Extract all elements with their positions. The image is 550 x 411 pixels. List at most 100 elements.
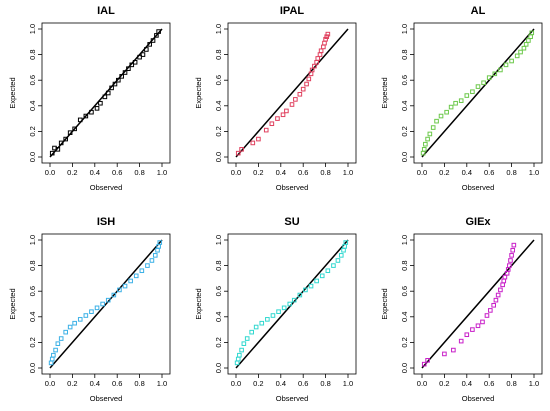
data-point	[105, 90, 111, 96]
data-point	[287, 301, 293, 307]
y-tick-label: 0.0	[400, 152, 409, 162]
data-point	[514, 53, 520, 59]
data-point	[425, 358, 430, 363]
x-tick-label: 0.6	[112, 379, 122, 388]
x-axis: 0.0 0.2 0.4 0.6 0.8 1.0	[417, 163, 539, 177]
data-point	[470, 89, 475, 95]
data-point	[503, 62, 509, 68]
x-tick-label: 1.0	[157, 168, 167, 177]
data-point	[284, 108, 289, 114]
data-point	[256, 136, 261, 142]
x-tick-label: 0.0	[417, 379, 427, 388]
data-point	[486, 75, 492, 80]
y-axis: 0.0 0.2 0.4 0.6 0.8 1.0	[28, 235, 42, 373]
data-point	[297, 91, 303, 97]
reference-line	[421, 28, 535, 158]
data-point	[303, 287, 308, 293]
x-tick-label: 0.8	[506, 168, 516, 177]
y-tick-label: 0.4	[28, 312, 37, 322]
data-point	[83, 313, 89, 318]
data-point	[48, 360, 54, 366]
reference-line	[235, 28, 349, 158]
data-point	[139, 268, 145, 274]
reference-line	[421, 239, 535, 369]
data-point	[317, 52, 323, 57]
y-axis: 0.0 0.2 0.4 0.6 0.8 1.0	[28, 24, 42, 162]
data-point	[250, 140, 256, 146]
data-point	[112, 81, 118, 87]
x-axis-label: Observed	[90, 394, 123, 403]
y-tick-label: 0.8	[214, 260, 223, 270]
x-tick-label: 1.0	[343, 379, 353, 388]
x-axis-label: Observed	[90, 183, 123, 192]
data-point	[321, 44, 326, 50]
data-point	[343, 240, 349, 245]
data-point	[319, 273, 325, 279]
data-point	[481, 80, 486, 86]
data-point	[259, 320, 265, 326]
y-tick-label: 0.6	[400, 75, 409, 85]
data-point	[464, 332, 470, 338]
x-axis: 0.0 0.2 0.4 0.6 0.8 1.0	[45, 374, 167, 388]
data-point	[323, 36, 328, 42]
data-point	[510, 247, 516, 253]
data-point	[315, 56, 321, 61]
data-point	[53, 347, 58, 353]
data-point	[126, 66, 131, 71]
x-tick-label: 1.0	[529, 379, 539, 388]
data-point	[528, 34, 533, 39]
data-point	[116, 77, 121, 83]
x-tick-label: 0.0	[45, 168, 55, 177]
data-point	[269, 121, 275, 127]
data-point	[241, 341, 247, 346]
y-tick-label: 0.0	[28, 152, 37, 162]
x-tick-label: 0.4	[90, 168, 100, 177]
data-point	[498, 67, 503, 73]
data-point	[111, 292, 117, 298]
data-point	[133, 273, 139, 279]
data-point	[100, 301, 105, 307]
data-point	[275, 116, 280, 121]
panel-title: AL	[471, 5, 486, 17]
x-tick-label: 0.4	[276, 168, 286, 177]
y-tick-label: 1.0	[400, 235, 409, 245]
data-point	[453, 100, 458, 106]
data-point	[434, 118, 439, 124]
data-point	[318, 48, 324, 54]
data-point	[442, 351, 447, 357]
data-point	[475, 323, 481, 329]
y-tick-label: 0.6	[400, 286, 409, 296]
data-point	[150, 38, 156, 43]
data-point	[421, 147, 427, 152]
x-tick-label: 0.6	[298, 168, 308, 177]
data-point	[83, 113, 89, 119]
y-tick-label: 1.0	[28, 235, 37, 245]
x-tick-label: 0.2	[67, 379, 77, 388]
data-point	[304, 81, 309, 87]
data-point	[325, 268, 331, 274]
data-point	[239, 147, 244, 152]
data-point	[94, 106, 100, 111]
panel-al: AL 0.0 0.2 0.4 0.6 0.8 1.0 0.0 0.2 0.4 0.6 0.8 1.0 Ob…	[380, 5, 543, 192]
data-point	[451, 347, 456, 353]
data-point	[480, 319, 485, 325]
panel-ipal: IPAL 0.0 0.2 0.4 0.6 0.8 1.0 0.0 0.2 0.4 0.6 0.8 1.0…	[194, 5, 357, 192]
data-point	[129, 62, 135, 68]
x-tick-label: 0.8	[134, 168, 144, 177]
data-point	[89, 109, 94, 115]
x-tick-label: 0.2	[439, 379, 449, 388]
data-point	[140, 52, 146, 57]
y-axis-label: Expected	[8, 288, 17, 319]
x-tick-label: 0.0	[231, 168, 241, 177]
data-point	[152, 253, 158, 258]
x-axis: 0.0 0.2 0.4 0.6 0.8 1.0	[417, 374, 539, 388]
y-axis-label: Expected	[8, 77, 17, 108]
data-point	[421, 361, 427, 367]
plot-frame	[41, 233, 171, 375]
reference-line	[49, 239, 163, 369]
data-point	[49, 150, 55, 156]
data-point	[498, 287, 503, 293]
data-point	[77, 317, 83, 322]
y-axis-label: Expected	[380, 288, 389, 319]
data-point	[67, 324, 73, 330]
